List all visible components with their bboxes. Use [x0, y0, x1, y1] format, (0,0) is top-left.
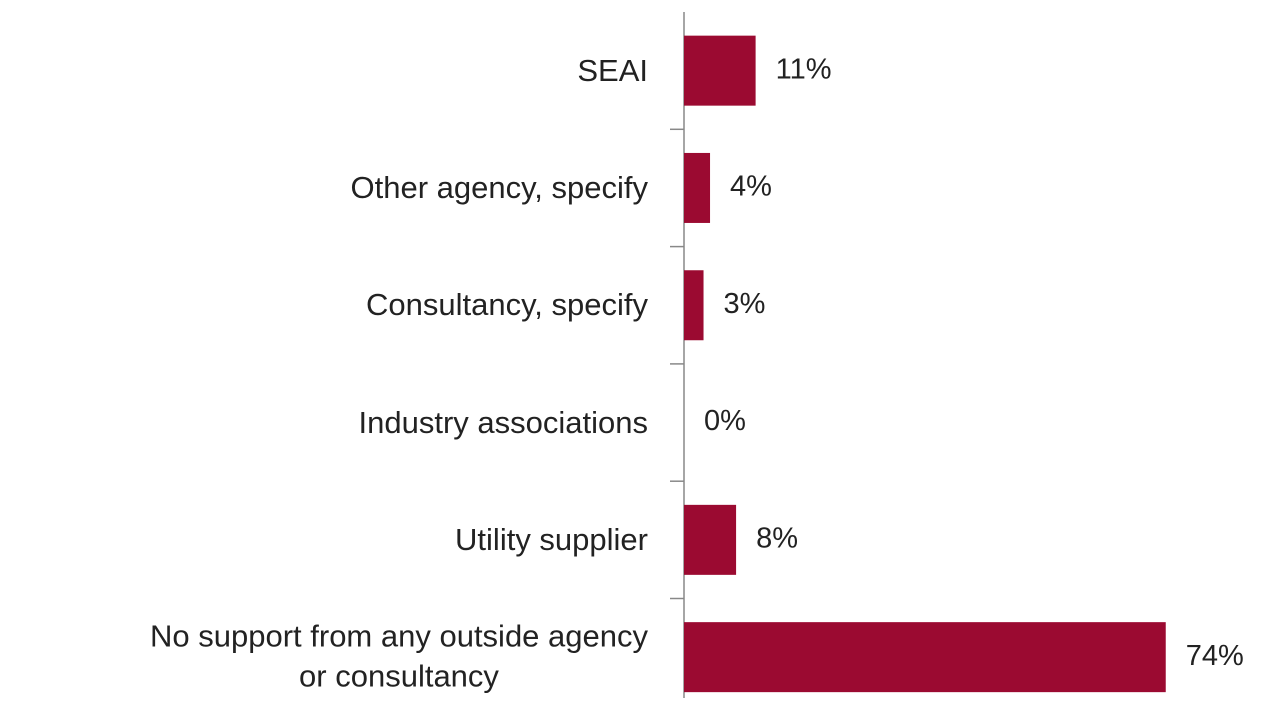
- bar: [684, 270, 704, 341]
- bar: [684, 35, 756, 106]
- category-label: Industry associations: [358, 404, 648, 440]
- value-label: 4%: [730, 171, 772, 203]
- bar: [684, 152, 711, 223]
- value-label: 11%: [776, 53, 832, 85]
- value-label: 3%: [724, 288, 766, 320]
- bar: [684, 504, 737, 575]
- category-label: Other agency, specify: [350, 169, 648, 205]
- bar: [684, 622, 1166, 693]
- category-label: No support from any outside agency or co…: [150, 618, 648, 695]
- category-label: SEAI: [577, 52, 648, 88]
- category-label: Utility supplier: [455, 521, 648, 557]
- value-label: 8%: [756, 523, 798, 555]
- category-label: Consultancy, specify: [366, 287, 648, 323]
- value-label: 74%: [1186, 640, 1244, 672]
- value-label: 0%: [704, 405, 746, 437]
